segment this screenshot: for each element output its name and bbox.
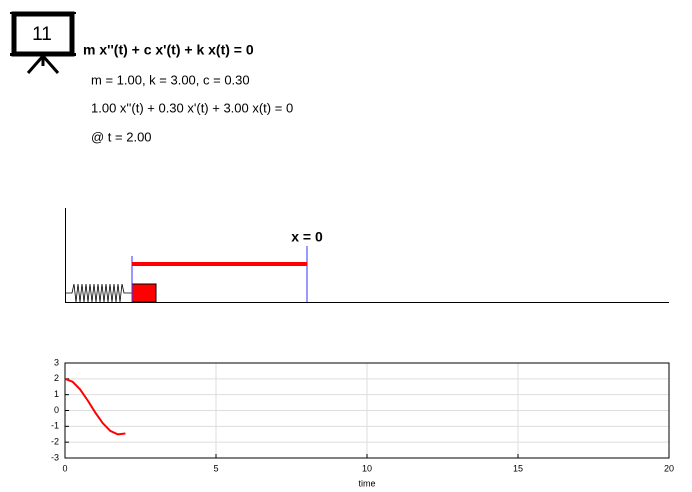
instance-equation: 1.00 x''(t) + 0.30 x'(t) + 3.00 x(t) = 0 bbox=[91, 100, 293, 115]
y-tick-label: -3 bbox=[51, 452, 59, 462]
y-tick-label: 3 bbox=[54, 357, 59, 367]
equation: m x''(t) + c x'(t) + k x(t) = 0 bbox=[83, 42, 254, 58]
x-tick-label: 0 bbox=[62, 463, 67, 473]
y-tick-label: -2 bbox=[51, 437, 59, 447]
spring-scene: x = 0 bbox=[65, 208, 669, 303]
x-tick-label: 10 bbox=[362, 463, 372, 473]
badge-number: 11 bbox=[32, 24, 52, 45]
y-tick-label: -1 bbox=[51, 421, 59, 431]
data-line bbox=[64, 377, 126, 436]
slide-badge: 11 bbox=[10, 11, 76, 74]
x-axis-label: time bbox=[358, 478, 375, 488]
x-tick-label: 20 bbox=[664, 463, 674, 473]
parameters: m = 1.00, k = 3.00, c = 0.30 bbox=[91, 72, 250, 87]
y-tick-label: 2 bbox=[54, 373, 59, 383]
plot-frame bbox=[64, 362, 670, 459]
spring bbox=[66, 283, 132, 303]
equilibrium-label: x = 0 bbox=[291, 229, 323, 245]
x-tick-label: 15 bbox=[513, 463, 523, 473]
plot: 0 5 10 15 20 -3 -2 -1 0 1 2 3 time bbox=[51, 357, 674, 488]
mass bbox=[131, 283, 157, 303]
time-label: @ t = 2.00 bbox=[91, 129, 152, 144]
y-tick-label: 0 bbox=[54, 405, 59, 415]
y-tick-label: 1 bbox=[54, 389, 59, 399]
x-tick-label: 5 bbox=[213, 463, 218, 473]
